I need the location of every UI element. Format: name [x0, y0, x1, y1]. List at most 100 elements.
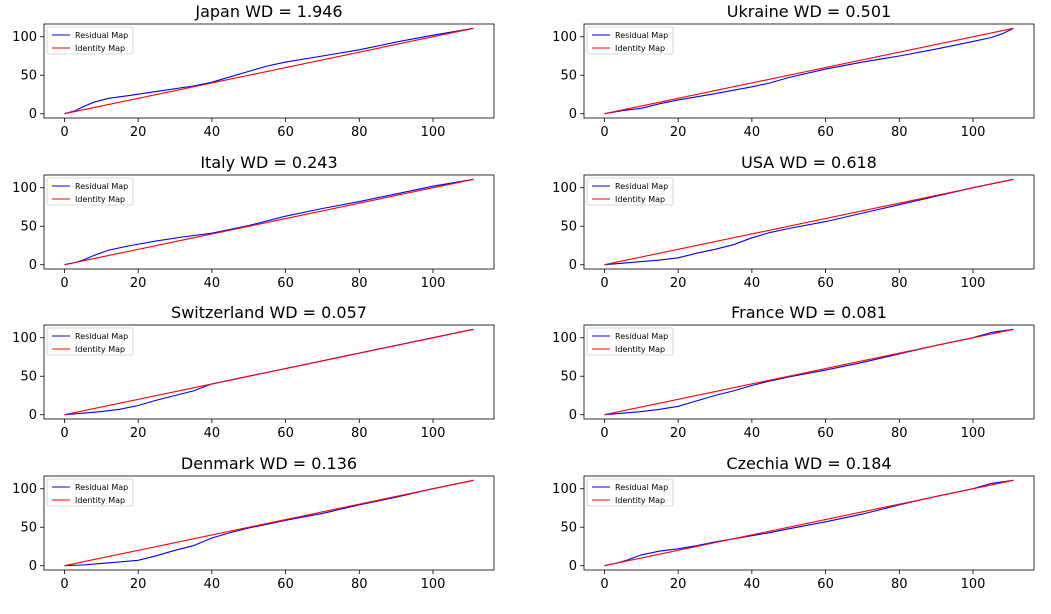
- x-tick-label: 20: [670, 577, 687, 592]
- y-tick-label: 100: [552, 482, 577, 497]
- residual-map-line: [64, 27, 474, 115]
- legend-residual-label: Residual Map: [75, 182, 128, 191]
- subplot-1: Ukraine WD = 0.501 0 20 40 60 80 100 0 50 100 Resi…: [552, 2, 1035, 140]
- x-tick-label: 80: [891, 577, 908, 592]
- legend-residual-label: Residual Map: [615, 182, 668, 191]
- y-tick-label: 50: [20, 220, 37, 235]
- chart-title: Italy WD = 0.243: [200, 153, 337, 172]
- x-tick-label: 80: [891, 276, 908, 291]
- x-tick-label: 40: [744, 577, 761, 592]
- x-tick-label: 100: [421, 276, 446, 291]
- chart-title: USA WD = 0.618: [741, 153, 877, 172]
- y-tick-label: 0: [569, 408, 577, 423]
- y-tick-label: 50: [20, 370, 37, 385]
- legend-residual-label: Residual Map: [615, 31, 668, 40]
- x-tick-label: 60: [817, 577, 834, 592]
- y-tick-label: 100: [552, 331, 577, 346]
- chart-title: Ukraine WD = 0.501: [727, 2, 891, 21]
- subplot-4: Switzerland WD = 0.057 0 20 40 60 80 100 0 50 100…: [12, 303, 495, 441]
- subplot-3: USA WD = 0.618 0 20 40 60 80 100 0 50 100 Residual…: [552, 153, 1035, 291]
- x-tick-label: 100: [961, 426, 986, 441]
- x-tick-label: 100: [961, 276, 986, 291]
- x-tick-label: 40: [744, 125, 761, 140]
- x-tick-label: 0: [600, 276, 608, 291]
- chart-title: Switzerland WD = 0.057: [171, 303, 367, 322]
- x-tick-label: 60: [277, 426, 294, 441]
- x-tick-label: 20: [670, 125, 687, 140]
- legend-residual-label: Residual Map: [75, 332, 128, 341]
- y-tick-label: 100: [12, 30, 37, 45]
- subplot-0: Japan WD = 1.946 0 20 40 60 80 100 0 50 100 Residu…: [12, 2, 495, 140]
- residual-map-line: [604, 27, 1014, 115]
- subplot-6: Denmark WD = 0.136 0 20 40 60 80 100 0 50 100 Resi…: [12, 454, 495, 592]
- legend-identity-label: Identity Map: [615, 195, 665, 204]
- legend-residual-label: Residual Map: [75, 483, 128, 492]
- x-tick-label: 20: [670, 276, 687, 291]
- y-tick-label: 50: [560, 521, 577, 536]
- identity-map-line: [604, 178, 1014, 266]
- residual-map-line: [64, 178, 474, 266]
- chart-title: Denmark WD = 0.136: [181, 454, 357, 473]
- legend-identity-label: Identity Map: [75, 44, 125, 53]
- legend-residual-label: Residual Map: [615, 483, 668, 492]
- x-tick-label: 40: [204, 577, 221, 592]
- x-tick-label: 80: [891, 125, 908, 140]
- identity-map-line: [64, 178, 474, 266]
- x-tick-label: 60: [277, 125, 294, 140]
- x-tick-label: 60: [277, 276, 294, 291]
- legend-box: [586, 327, 674, 356]
- legend-box: [46, 478, 134, 507]
- residual-map-line: [604, 178, 1014, 266]
- subplot-2: Italy WD = 0.243 0 20 40 60 80 100 0 50 100 Residu…: [12, 153, 495, 291]
- subplot-7: Czechia WD = 0.184 0 20 40 60 80 100 0 50 100 Resi…: [552, 454, 1035, 592]
- y-tick-label: 50: [560, 220, 577, 235]
- legend-box: [46, 177, 134, 206]
- axes-frame: [583, 23, 1035, 119]
- identity-map-line: [64, 328, 474, 416]
- y-tick-label: 0: [29, 559, 37, 574]
- x-tick-label: 100: [421, 125, 446, 140]
- y-tick-label: 0: [569, 107, 577, 122]
- x-tick-label: 100: [421, 426, 446, 441]
- x-tick-label: 0: [60, 276, 68, 291]
- legend-identity-label: Identity Map: [75, 195, 125, 204]
- legend-box: [46, 327, 134, 356]
- x-tick-label: 20: [670, 426, 687, 441]
- x-tick-label: 60: [817, 426, 834, 441]
- axes-frame: [583, 174, 1035, 270]
- legend-residual-label: Residual Map: [615, 332, 668, 341]
- x-tick-label: 20: [130, 125, 147, 140]
- legend-box: [586, 26, 674, 55]
- x-tick-label: 100: [961, 577, 986, 592]
- identity-map-line: [64, 27, 474, 115]
- x-tick-label: 40: [204, 426, 221, 441]
- axes-frame: [43, 174, 495, 270]
- y-tick-label: 100: [12, 181, 37, 196]
- subplot-5: France WD = 0.081 0 20 40 60 80 100 0 50 100 Resid…: [552, 303, 1035, 441]
- y-tick-label: 0: [29, 107, 37, 122]
- identity-map-line: [64, 479, 474, 567]
- x-tick-label: 80: [351, 577, 368, 592]
- y-tick-label: 0: [29, 258, 37, 273]
- y-tick-label: 50: [20, 69, 37, 84]
- legend-identity-label: Identity Map: [615, 496, 665, 505]
- identity-map-line: [604, 27, 1014, 115]
- legend-identity-label: Identity Map: [75, 496, 125, 505]
- axes-frame: [583, 475, 1035, 571]
- x-tick-label: 40: [204, 125, 221, 140]
- axes-frame: [43, 475, 495, 571]
- x-tick-label: 0: [600, 125, 608, 140]
- x-tick-label: 40: [204, 276, 221, 291]
- axes-frame: [43, 23, 495, 119]
- identity-map-line: [604, 479, 1014, 567]
- x-tick-label: 40: [744, 426, 761, 441]
- x-tick-label: 0: [60, 125, 68, 140]
- legend-box: [46, 26, 134, 55]
- chart-title: Japan WD = 1.946: [194, 2, 342, 21]
- y-tick-label: 100: [552, 181, 577, 196]
- x-tick-label: 20: [130, 426, 147, 441]
- y-tick-label: 0: [29, 408, 37, 423]
- x-tick-label: 20: [130, 577, 147, 592]
- legend-identity-label: Identity Map: [75, 345, 125, 354]
